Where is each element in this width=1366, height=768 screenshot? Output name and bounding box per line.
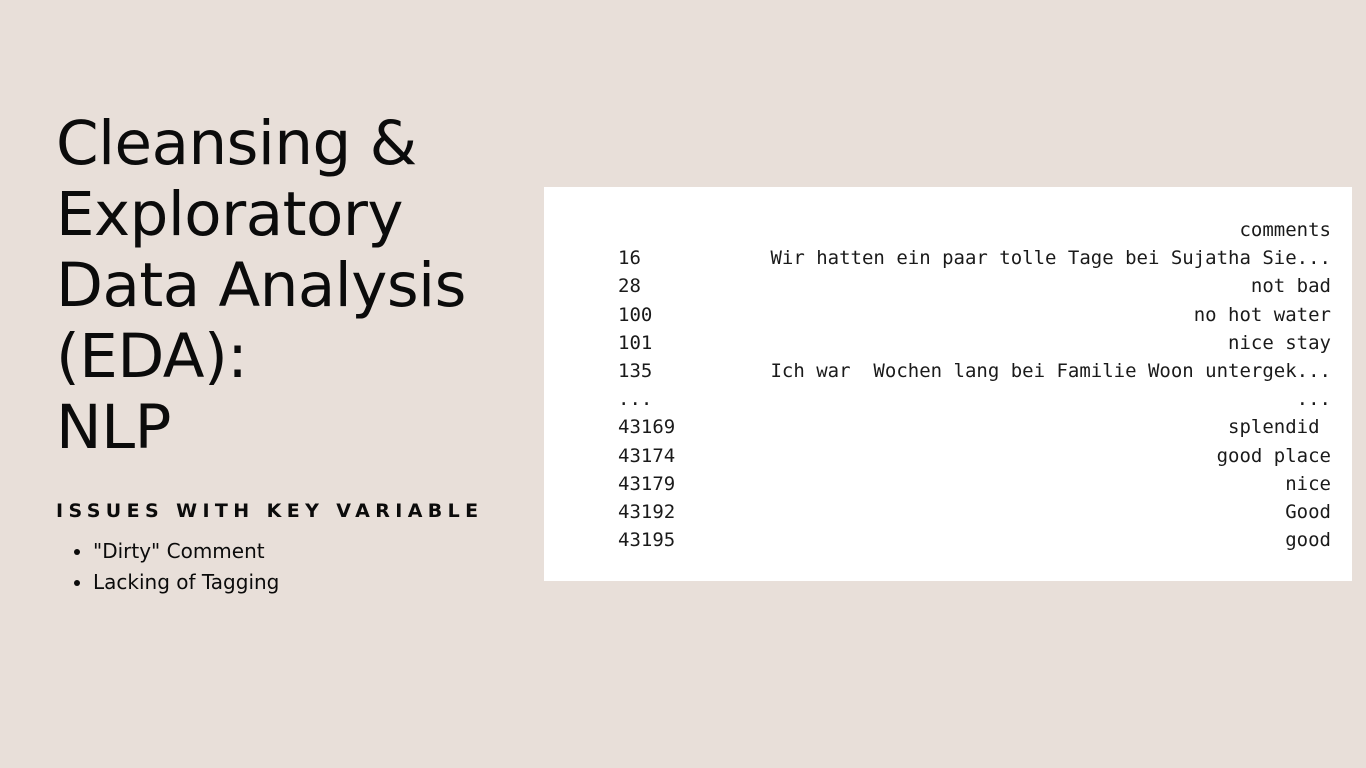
row-index: 135: [618, 359, 653, 382]
table-row-ellipsis: ... ...: [618, 385, 1331, 413]
row-comment: splendid: [1228, 416, 1331, 439]
table-row: 43195 good: [618, 526, 1331, 554]
row-index: 43174: [618, 444, 676, 467]
table-row: 43169 splendid: [618, 413, 1331, 441]
row-index: 43169: [618, 416, 676, 439]
issue-item: "Dirty" Comment: [93, 536, 279, 567]
table-row: 43179 nice: [618, 470, 1331, 498]
table-row: 135 Ich war Wochen lang bei Familie Woon…: [618, 357, 1331, 385]
row-index: 28: [618, 275, 641, 298]
dataframe-table: comments 16 Wir hatten ein paar tolle Ta…: [618, 216, 1331, 554]
title-line: Data Analysis: [56, 250, 466, 321]
row-comment: good: [1285, 529, 1331, 552]
column-header-comments: comments: [1239, 219, 1331, 241]
row-comment: no hot water: [1193, 303, 1331, 326]
table-row: 43192 Good: [618, 498, 1331, 526]
title-line: Cleansing &: [56, 108, 417, 179]
table-row: 28 not bad: [618, 272, 1331, 300]
section-subtitle: ISSUES WITH KEY VARIABLE: [56, 500, 484, 522]
row-comment: nice: [1285, 472, 1331, 495]
slide-title: Cleansing & Exploratory Data Analysis (E…: [56, 108, 526, 463]
title-line: (EDA):: [56, 321, 248, 392]
row-index: 100: [618, 303, 653, 326]
table-row: 43174 good place: [618, 442, 1331, 470]
dataframe-header: comments: [618, 216, 1331, 244]
row-comment: Wir hatten ein paar tolle Tage bei Sujat…: [770, 247, 1331, 270]
row-comment: ...: [1296, 388, 1331, 411]
title-line: Exploratory: [56, 179, 404, 250]
table-row: 101 nice stay: [618, 329, 1331, 357]
row-comment: Ich war Wochen lang bei Familie Woon unt…: [770, 359, 1331, 382]
row-index: ...: [618, 388, 653, 411]
dataframe-output-panel: comments 16 Wir hatten ein paar tolle Ta…: [544, 187, 1352, 581]
table-row: 100 no hot water: [618, 301, 1331, 329]
row-index: 43179: [618, 472, 676, 495]
row-comment: good place: [1216, 444, 1331, 467]
row-index: 43195: [618, 529, 676, 552]
table-row: 16 Wir hatten ein paar tolle Tage bei Su…: [618, 244, 1331, 272]
row-index: 101: [618, 331, 653, 354]
issues-list: "Dirty" Comment Lacking of Tagging: [74, 536, 279, 598]
title-line: NLP: [56, 392, 171, 463]
row-index: 16: [618, 247, 641, 270]
row-comment: nice stay: [1228, 331, 1331, 354]
row-index: 43192: [618, 500, 676, 523]
row-comment: Good: [1285, 500, 1331, 523]
issue-item: Lacking of Tagging: [93, 567, 279, 598]
row-comment: not bad: [1250, 275, 1331, 298]
